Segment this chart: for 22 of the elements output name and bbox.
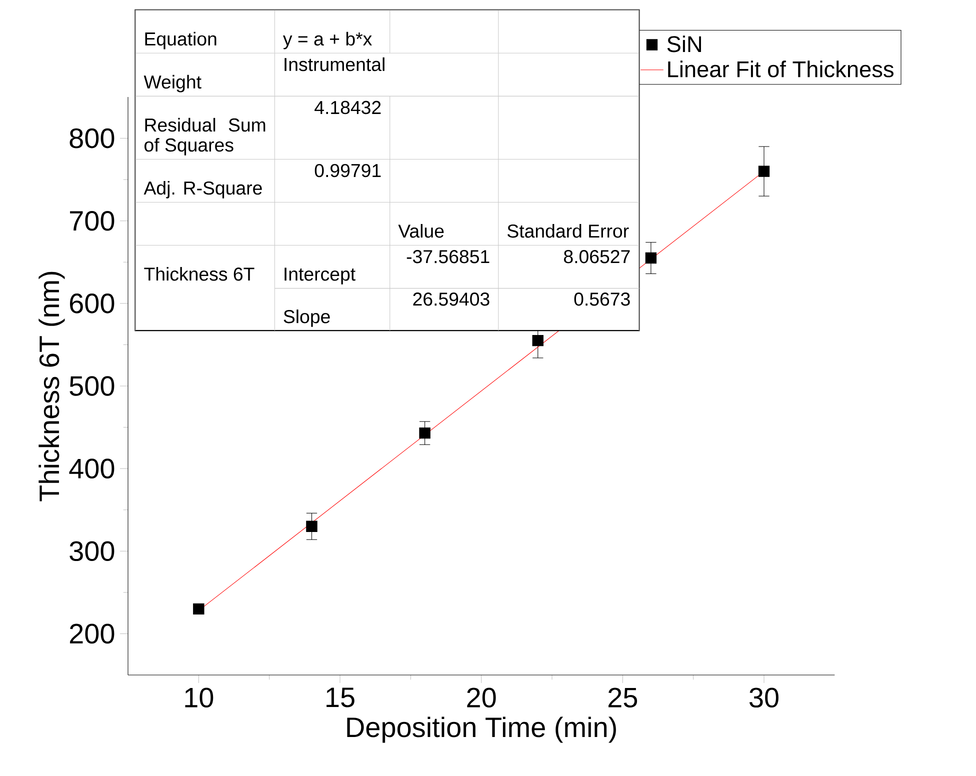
y-tick-label: 200 bbox=[70, 624, 114, 644]
y-tick-label: 400 bbox=[69, 458, 114, 478]
x-tick-label: 10 bbox=[185, 688, 214, 708]
x-axis-title: Deposition Time (min) bbox=[347, 716, 616, 743]
y-tick-label: 700 bbox=[70, 210, 114, 231]
point bbox=[193, 603, 204, 615]
y-axis-title: Thickness 6T (nm) bbox=[38, 272, 65, 502]
x-tick-label: 20 bbox=[467, 688, 496, 708]
x-tick-label: 15 bbox=[326, 688, 354, 708]
y-tick-label: 300 bbox=[70, 541, 114, 562]
y-tick-label: 800 bbox=[70, 128, 114, 148]
point bbox=[645, 252, 657, 264]
legend-label: SiN bbox=[667, 36, 701, 52]
y-tick-label: 500 bbox=[70, 376, 114, 396]
x-tick-label: 25 bbox=[608, 688, 638, 708]
y-tick-label: 600 bbox=[70, 294, 114, 314]
x-tick-label: 30 bbox=[749, 688, 778, 708]
legend-label: Linear Fit of Thickness bbox=[668, 60, 894, 78]
point bbox=[419, 427, 430, 439]
point bbox=[758, 166, 770, 177]
point bbox=[532, 334, 544, 346]
point bbox=[306, 520, 318, 532]
